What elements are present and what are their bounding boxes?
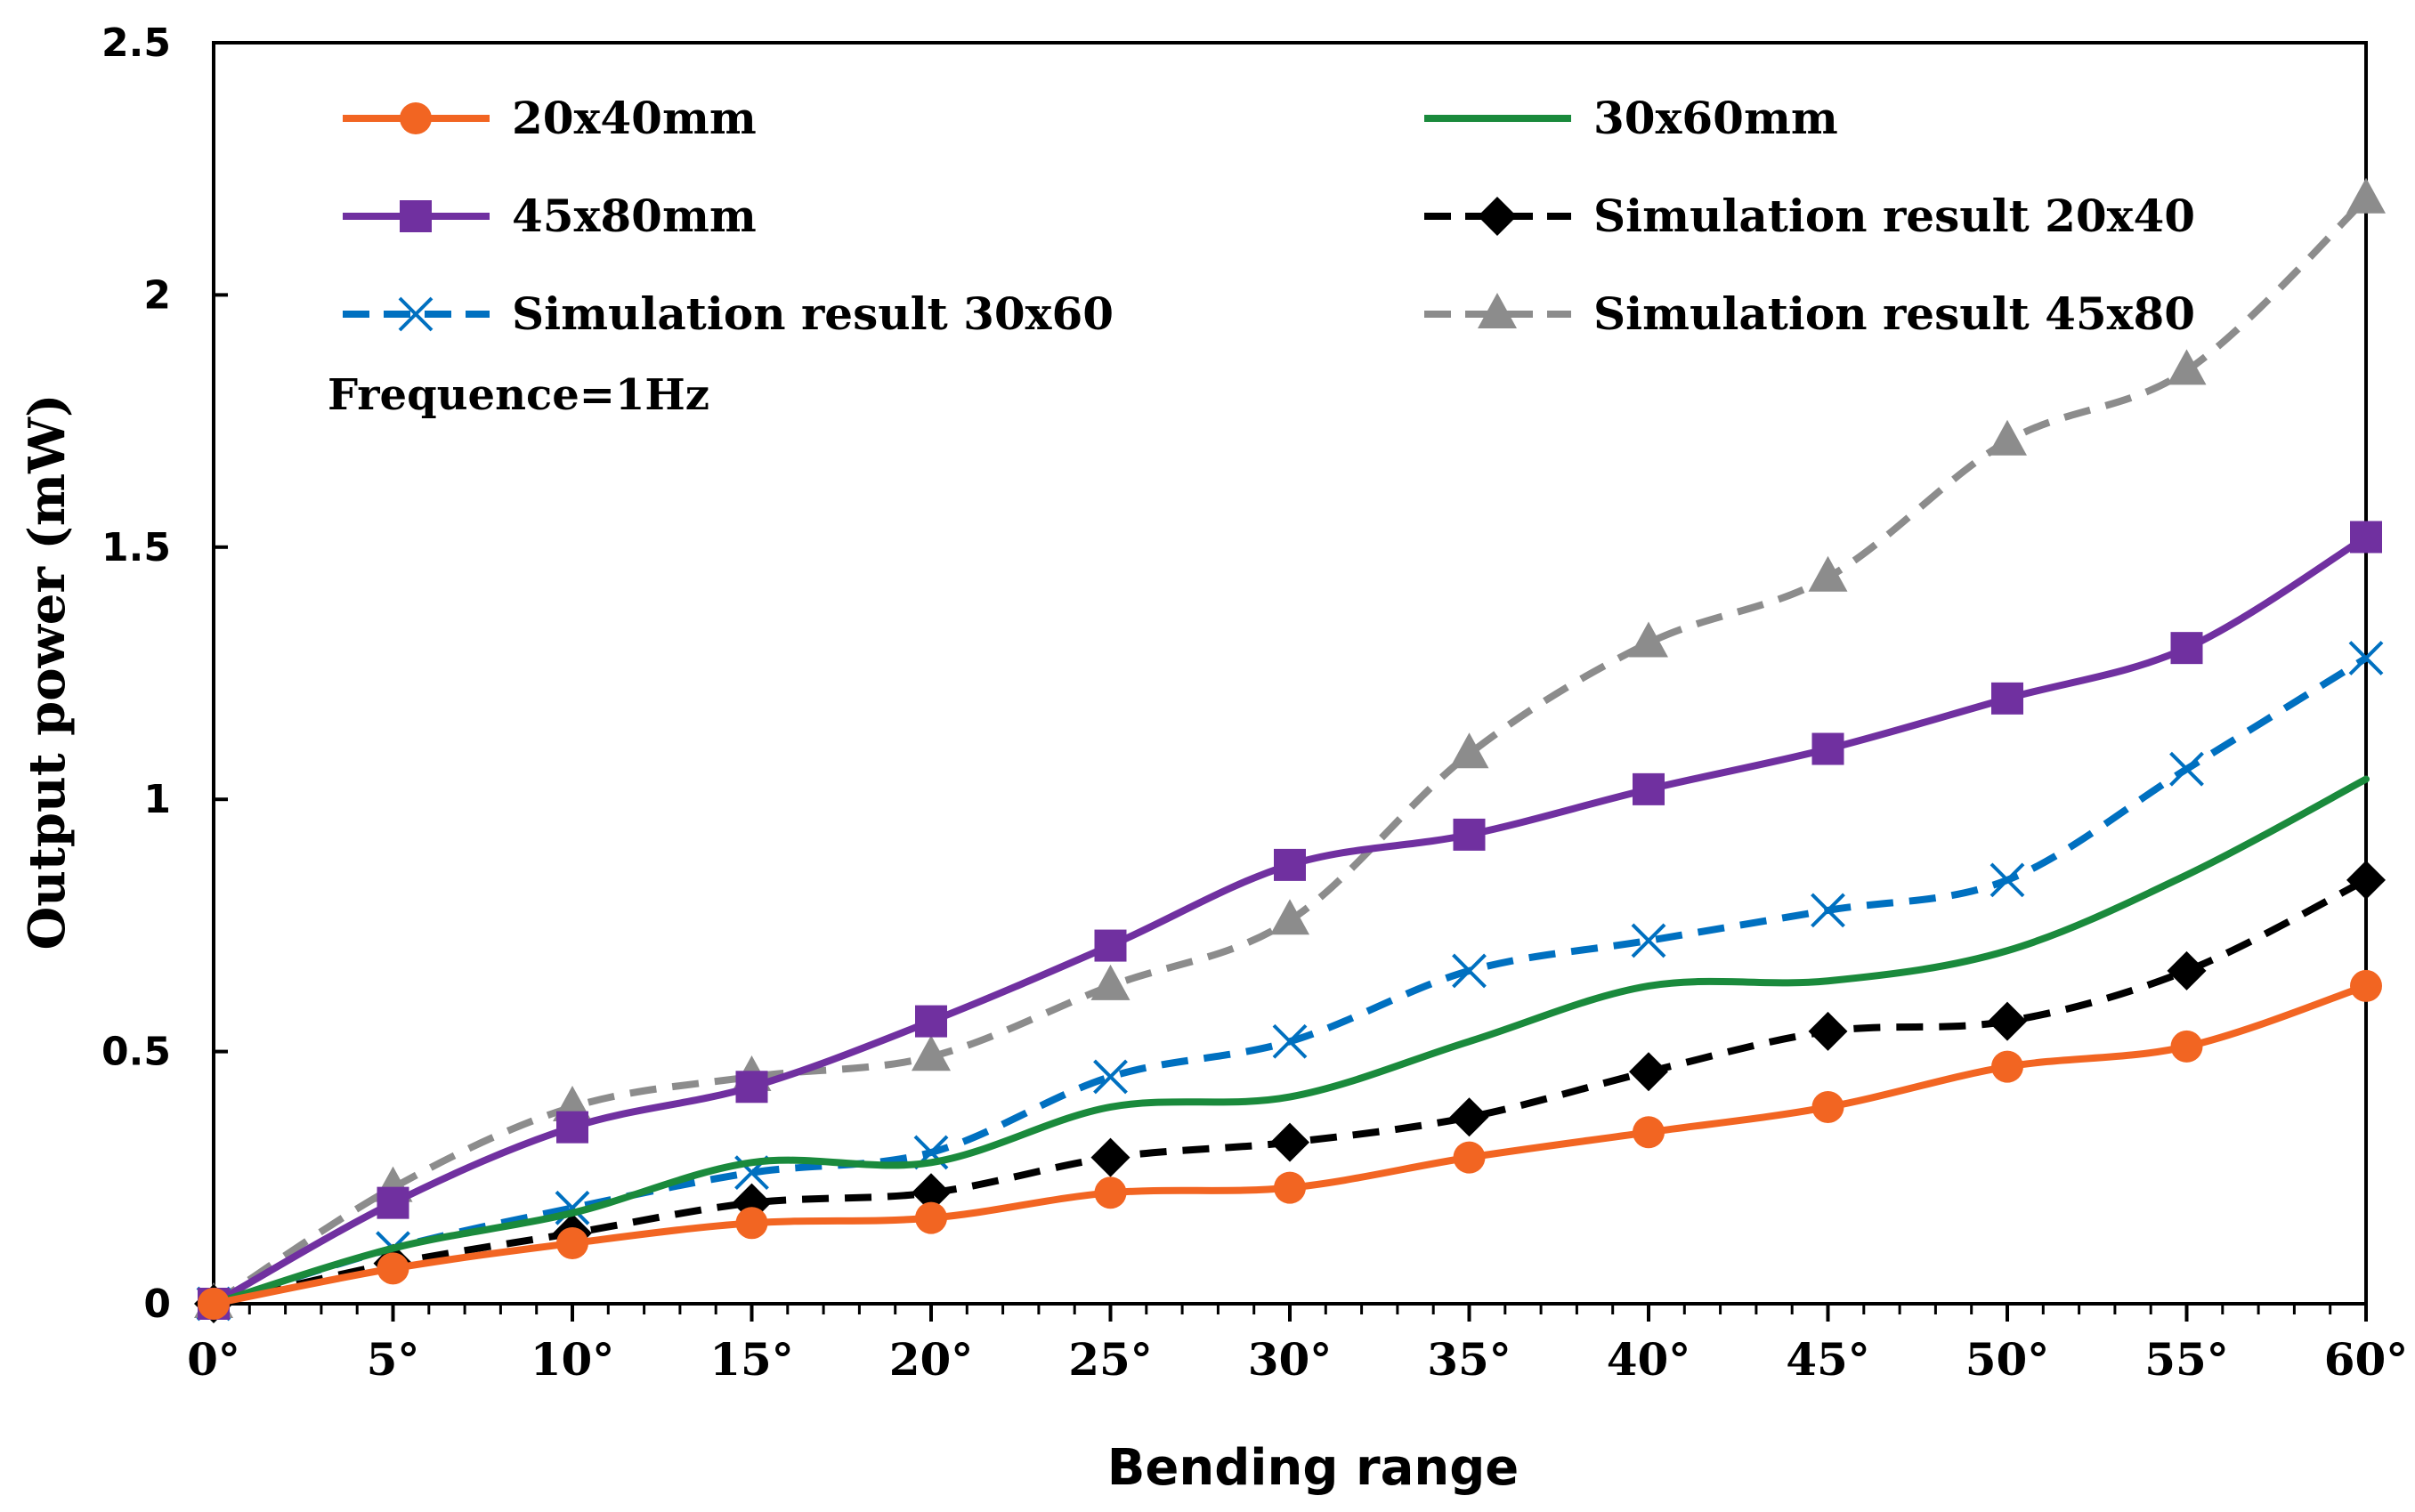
x-tick-label: 35° — [1427, 1333, 1511, 1386]
legend-label: 45x80mm — [512, 190, 757, 242]
data-point — [915, 1005, 947, 1038]
y-tick-label: 2.5 — [101, 20, 171, 66]
data-point — [1988, 1001, 2027, 1041]
data-point — [1808, 1011, 1848, 1051]
data-point — [377, 1186, 409, 1219]
data-point — [1090, 964, 1131, 1000]
legend-label: Simulation result 30x60 — [512, 287, 1114, 340]
legend-item: 45x80mm — [343, 190, 757, 242]
y-tick-label: 0.5 — [101, 1030, 171, 1075]
data-point — [735, 1207, 768, 1240]
data-point — [1633, 772, 1665, 805]
x-tick-label: 0° — [187, 1333, 240, 1386]
x-tick-label: 20° — [889, 1333, 974, 1386]
x-axis-title: Bending range — [1107, 1439, 1520, 1497]
x-tick-label: 60° — [2324, 1333, 2409, 1386]
y-axis: 0 0.5 1 1.5 2 2.5 — [101, 20, 228, 1327]
series-45x80mm — [198, 521, 2382, 1320]
legend: 20x40mm 30x60mm 45x80mm Simulation result 2… — [343, 92, 2195, 340]
data-point — [912, 1035, 951, 1071]
x-tick-label: 10° — [531, 1333, 615, 1386]
data-point — [1811, 732, 1844, 765]
data-point — [2169, 751, 2204, 787]
data-point — [1270, 1122, 1309, 1162]
series-layer — [194, 177, 2386, 1323]
y-tick-label: 0 — [143, 1282, 171, 1327]
legend-marker — [398, 296, 434, 332]
legend-label: Simulation result 20x40 — [1593, 190, 2195, 242]
data-point — [1811, 1090, 1844, 1123]
frequency-annotation: Frequence=1Hz — [328, 370, 709, 420]
legend-item: Simulation result 20x40 — [1424, 190, 2195, 242]
legend-label: Simulation result 45x80 — [1593, 287, 2195, 340]
x-tick-label: 55° — [2144, 1333, 2229, 1386]
legend-item: 30x60mm — [1424, 92, 1838, 144]
data-point — [1453, 1141, 1486, 1174]
data-point — [2346, 177, 2386, 214]
data-point — [377, 1252, 409, 1285]
data-point — [1090, 1137, 1131, 1177]
data-point — [1990, 862, 2025, 898]
data-point — [1270, 899, 1309, 935]
data-point — [2170, 1030, 2203, 1063]
data-point — [1631, 923, 1666, 958]
data-point — [1449, 732, 1489, 769]
y-axis-title: Output power (mW) — [18, 393, 77, 950]
legend-label: 30x60mm — [1593, 92, 1838, 144]
x-axis: 0° 5° 10° 15° 20° 25° 30° 35° 40° 45° 50° 55° 60° — [187, 1304, 2408, 1386]
series-line — [210, 775, 2370, 1307]
legend-marker — [400, 102, 432, 134]
data-point — [198, 1288, 230, 1320]
data-point — [1811, 893, 1845, 928]
data-point — [1629, 621, 1668, 658]
data-point — [2170, 632, 2203, 665]
data-point — [912, 1173, 951, 1213]
data-point — [2167, 349, 2207, 385]
data-point — [1274, 848, 1306, 881]
y-tick-label: 1.5 — [101, 525, 171, 570]
data-point — [2348, 641, 2384, 675]
legend-marker — [400, 200, 432, 232]
x-tick-label: 40° — [1607, 1333, 1691, 1386]
data-point — [1094, 1176, 1127, 1209]
legend-marker — [1478, 197, 1517, 236]
series-20x40mm — [198, 969, 2382, 1320]
legend-marker — [1478, 293, 1517, 328]
data-point — [1094, 929, 1127, 962]
x-tick-label: 5° — [367, 1333, 420, 1386]
data-point — [915, 1201, 947, 1234]
data-point — [1274, 1171, 1306, 1204]
y-tick-label: 1 — [143, 777, 171, 822]
data-point — [1453, 818, 1486, 851]
data-point — [2346, 860, 2386, 900]
data-point — [2350, 969, 2382, 1002]
data-point — [2167, 950, 2207, 990]
x-tick-label: 30° — [1248, 1333, 1333, 1386]
legend-item: Simulation result 45x80 — [1424, 287, 2195, 340]
data-point — [556, 1111, 588, 1144]
data-point — [556, 1226, 588, 1259]
data-point — [1633, 1116, 1665, 1149]
data-point — [1272, 1023, 1308, 1059]
data-point — [2350, 521, 2382, 554]
data-point — [1991, 682, 2023, 715]
data-point — [1452, 953, 1487, 989]
x-tick-label: 50° — [1965, 1333, 2050, 1386]
data-point — [1988, 419, 2027, 456]
data-point — [735, 1071, 768, 1104]
x-tick-label: 15° — [709, 1333, 794, 1386]
data-point — [1991, 1050, 2023, 1083]
legend-label: 20x40mm — [512, 92, 757, 144]
legend-item: 20x40mm — [343, 92, 757, 144]
legend-item: Simulation result 30x60 — [343, 287, 1114, 340]
data-point — [1808, 555, 1848, 592]
series-30x60mm — [210, 775, 2370, 1307]
x-tick-label: 25° — [1068, 1333, 1153, 1386]
data-point — [1629, 1052, 1668, 1092]
data-point — [1449, 1097, 1489, 1137]
y-tick-label: 2 — [143, 272, 171, 318]
x-tick-label: 45° — [1786, 1333, 1870, 1386]
data-point — [1093, 1059, 1128, 1095]
